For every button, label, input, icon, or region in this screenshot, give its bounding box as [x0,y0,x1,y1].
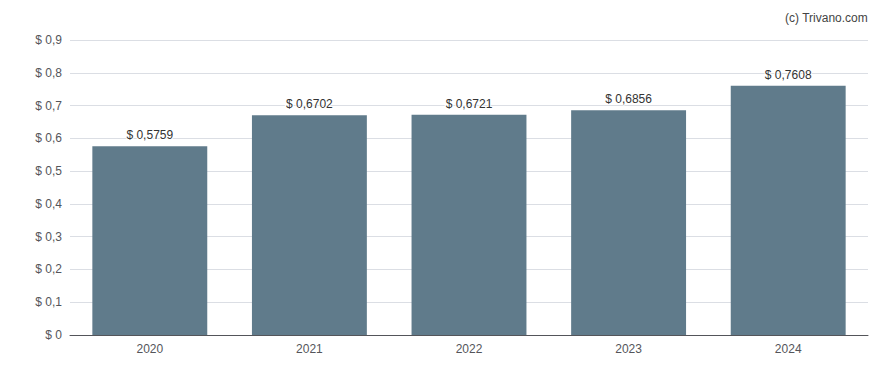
svg-text:$ 0,3: $ 0,3 [35,230,62,244]
svg-text:2024: 2024 [775,342,802,356]
svg-text:$ 0,7608: $ 0,7608 [765,68,812,82]
svg-text:(c) Trivano.com: (c) Trivano.com [785,11,868,25]
svg-text:$ 0: $ 0 [45,328,62,342]
svg-text:$ 0,9: $ 0,9 [35,33,62,47]
svg-text:2021: 2021 [296,342,323,356]
svg-text:$ 0,2: $ 0,2 [35,262,62,276]
svg-text:$ 0,6: $ 0,6 [35,131,62,145]
svg-text:2022: 2022 [456,342,483,356]
svg-text:$ 0,6721: $ 0,6721 [446,97,493,111]
svg-text:2020: 2020 [136,342,163,356]
svg-text:2023: 2023 [615,342,642,356]
svg-text:$ 0,7: $ 0,7 [35,99,62,113]
svg-text:$ 0,4: $ 0,4 [35,197,62,211]
svg-text:$ 0,6702: $ 0,6702 [286,97,333,111]
svg-text:$ 0,5: $ 0,5 [35,164,62,178]
svg-text:$ 0,6856: $ 0,6856 [605,92,652,106]
svg-text:$ 0,8: $ 0,8 [35,66,62,80]
svg-text:$ 0,1: $ 0,1 [35,295,62,309]
svg-text:$ 0,5759: $ 0,5759 [126,128,173,142]
